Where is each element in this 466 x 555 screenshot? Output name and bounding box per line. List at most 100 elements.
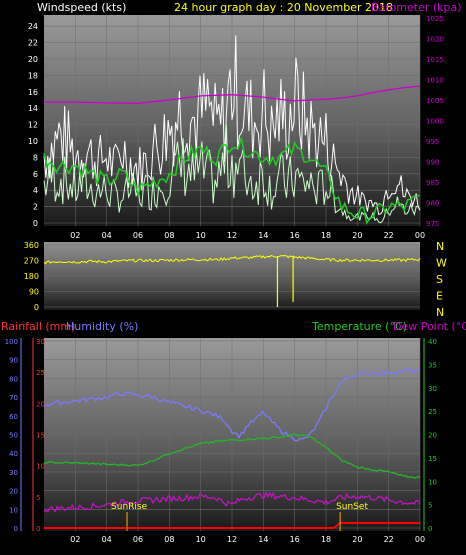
temperature-tick-label: 35 <box>428 361 437 369</box>
hour-tick-label: 12 <box>227 231 237 240</box>
hour-tick-label: 04 <box>102 535 112 544</box>
hour-tick-label: 18 <box>321 231 331 240</box>
wind-tick-label: 14 <box>28 104 38 113</box>
barometer-tick-label: 1005 <box>426 97 444 105</box>
humidity-series <box>43 367 421 442</box>
humidity-tick-label: 70 <box>9 394 18 402</box>
compass-label: N <box>436 306 444 319</box>
wind-trend-series <box>43 137 421 226</box>
humidity-tick-label: 50 <box>9 432 18 440</box>
humidity-tick-label: 40 <box>9 450 18 458</box>
wind-tick-label: 24 <box>28 22 38 31</box>
barometer-tick-label: 990 <box>426 159 439 167</box>
hour-tick-label: 10 <box>196 231 206 240</box>
hour-tick-label: 14 <box>258 231 268 240</box>
direction-tick-label: 0 <box>34 303 39 312</box>
barometer-tick-label: 1010 <box>426 77 444 85</box>
temperature-series <box>43 433 421 479</box>
compass-label: N <box>436 240 444 253</box>
humidity-tick-label: 10 <box>9 506 18 514</box>
dewpoint-axis-title: Dew Point (°C) <box>393 320 466 333</box>
direction-tick-label: 360 <box>24 241 39 250</box>
hour-tick-label: 02 <box>70 535 80 544</box>
hour-tick-label: 14 <box>258 535 268 544</box>
wind-tick-label: 18 <box>28 71 38 80</box>
hour-tick-label: 18 <box>321 535 331 544</box>
rainfall-tick-label: 25 <box>36 369 45 377</box>
direction-tick-label: 90 <box>29 288 39 297</box>
temperature-tick-label: 10 <box>428 478 437 486</box>
humidity-tick-label: 20 <box>9 488 18 496</box>
compass-label: W <box>436 257 447 270</box>
hour-tick-label: 04 <box>102 231 112 240</box>
temperature-tick-label: 5 <box>428 502 432 510</box>
humidity-tick-label: 30 <box>9 469 18 477</box>
wind-tick-label: 0 <box>33 219 38 228</box>
humidity-tick-label: 0 <box>14 525 18 533</box>
direction-tick-label: 180 <box>24 272 39 281</box>
barometer-tick-label: 980 <box>426 200 439 208</box>
rainfall-tick-label: 30 <box>36 338 45 346</box>
wind-tick-label: 12 <box>28 121 38 130</box>
barometer-tick-label: 1015 <box>426 56 444 64</box>
temperature-tick-label: 40 <box>428 338 437 346</box>
temperature-tick-label: 15 <box>428 455 437 463</box>
hour-tick-label: 06 <box>133 535 143 544</box>
barometer-tick-label: 975 <box>426 220 439 228</box>
wind-tick-label: 2 <box>33 203 38 212</box>
temperature-axis-title: Temperature (°C) <box>311 320 407 333</box>
humidity-axis-title: Humidity (%) <box>66 320 138 333</box>
barometer-axis-title: Barometer (kpa) <box>371 1 462 14</box>
wind-direction-series <box>43 254 421 265</box>
hour-tick-label: 22 <box>384 231 394 240</box>
humidity-tick-label: 60 <box>9 413 18 421</box>
barometer-tick-label: 1025 <box>426 15 444 23</box>
wind-tick-label: 6 <box>33 170 38 179</box>
barometer-tick-label: 985 <box>426 179 439 187</box>
rainfall-tick-label: 20 <box>36 400 45 408</box>
compass-label: S <box>436 273 443 286</box>
chart-marks: 0246810121416182022249759809859909951000… <box>5 15 447 544</box>
wind-gust-series <box>43 35 421 216</box>
humidity-tick-label: 80 <box>9 375 18 383</box>
hour-tick-label: 08 <box>164 535 174 544</box>
hour-tick-label: 12 <box>227 535 237 544</box>
wind-tick-label: 10 <box>28 137 38 146</box>
windspeed-axis-title: Windspeed (kts) <box>37 1 126 14</box>
dewpoint-series <box>43 490 421 513</box>
barometer-series <box>44 85 421 104</box>
hour-tick-label: 20 <box>352 535 362 544</box>
wind-tick-label: 4 <box>33 186 38 195</box>
sunrise-label: SunRise <box>111 502 148 512</box>
barometer-tick-label: 1020 <box>426 36 444 44</box>
direction-tick-label: 270 <box>24 257 39 266</box>
temperature-tick-label: 0 <box>428 525 432 533</box>
hour-tick-label: 20 <box>352 231 362 240</box>
humidity-tick-label: 100 <box>5 338 18 346</box>
temperature-tick-label: 20 <box>428 432 437 440</box>
rainfall-tick-label: 15 <box>36 432 45 440</box>
hour-tick-label: 00 <box>415 535 425 544</box>
wind-tick-label: 20 <box>28 55 38 64</box>
hour-tick-label: 08 <box>164 231 174 240</box>
hour-tick-label: 16 <box>290 231 300 240</box>
temperature-tick-label: 30 <box>428 385 437 393</box>
wind-average-series <box>43 124 421 224</box>
wind-tick-label: 22 <box>28 39 38 48</box>
hour-tick-label: 06 <box>133 231 143 240</box>
temperature-tick-label: 25 <box>428 408 437 416</box>
hour-tick-label: 22 <box>384 535 394 544</box>
wind-tick-label: 16 <box>28 88 38 97</box>
rainfall-tick-label: 0 <box>36 525 40 533</box>
rainfall-tick-label: 5 <box>36 494 40 502</box>
rainfall-axis-title: Rainfall (mm) <box>1 320 75 333</box>
barometer-tick-label: 1000 <box>426 118 444 126</box>
rainfall-tick-label: 10 <box>36 463 45 471</box>
hour-tick-label: 00 <box>415 231 425 240</box>
hour-tick-label: 16 <box>290 535 300 544</box>
wind-tick-label: 8 <box>33 153 38 162</box>
graph-title: 24 hour graph day : 20 November 2018 <box>174 1 393 14</box>
humidity-tick-label: 90 <box>9 357 18 365</box>
